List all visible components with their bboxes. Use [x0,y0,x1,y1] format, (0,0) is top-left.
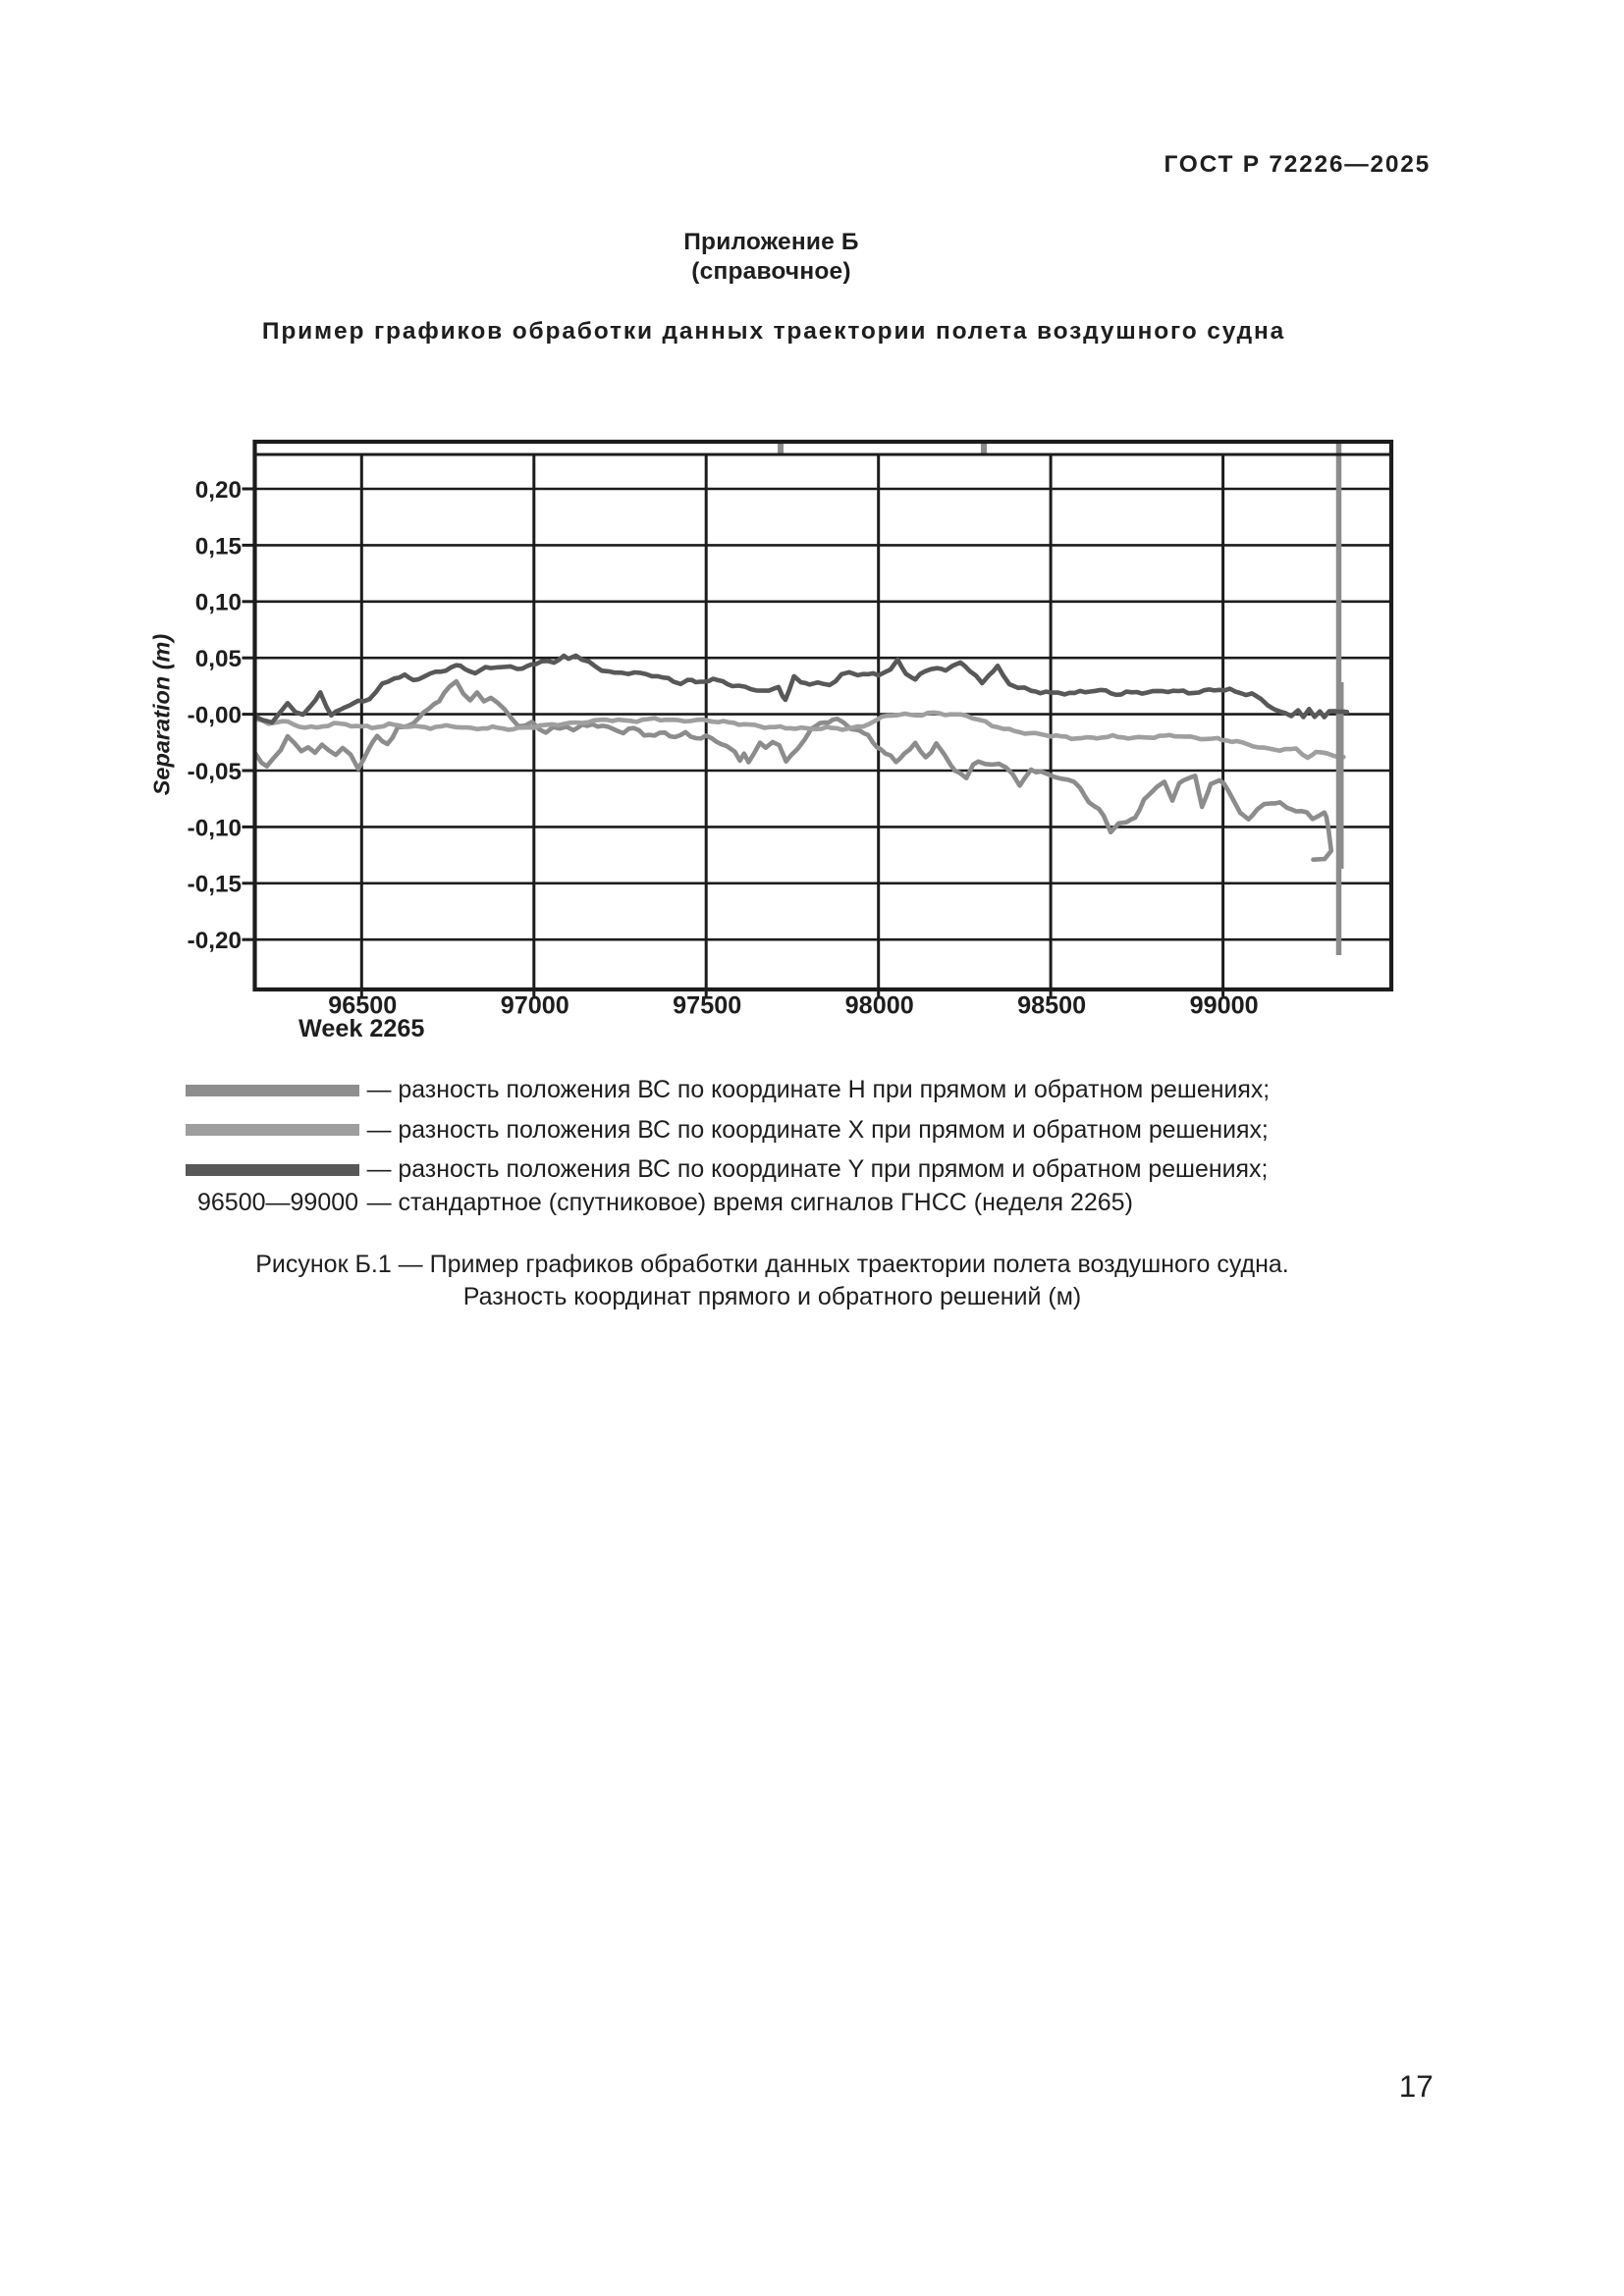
svg-text:-0,05: -0,05 [188,759,242,785]
svg-text:0,10: 0,10 [195,590,242,616]
svg-text:Week 2265: Week 2265 [298,1015,424,1042]
svg-text:98500: 98500 [1017,991,1086,1019]
svg-text:-0,20: -0,20 [188,928,242,954]
svg-text:0,15: 0,15 [195,533,242,560]
svg-text:-0,15: -0,15 [188,872,242,898]
svg-text:97000: 97000 [501,991,569,1019]
svg-text:0,20: 0,20 [195,477,242,504]
svg-text:98000: 98000 [845,991,914,1019]
svg-text:0,05: 0,05 [195,646,242,672]
svg-text:-0,10: -0,10 [188,815,242,841]
svg-text:99000: 99000 [1190,991,1259,1019]
svg-text:97500: 97500 [673,991,741,1019]
svg-text:96500: 96500 [328,991,397,1019]
svg-text:-0,00: -0,00 [188,703,242,729]
svg-text:Separation (m): Separation (m) [149,634,175,796]
